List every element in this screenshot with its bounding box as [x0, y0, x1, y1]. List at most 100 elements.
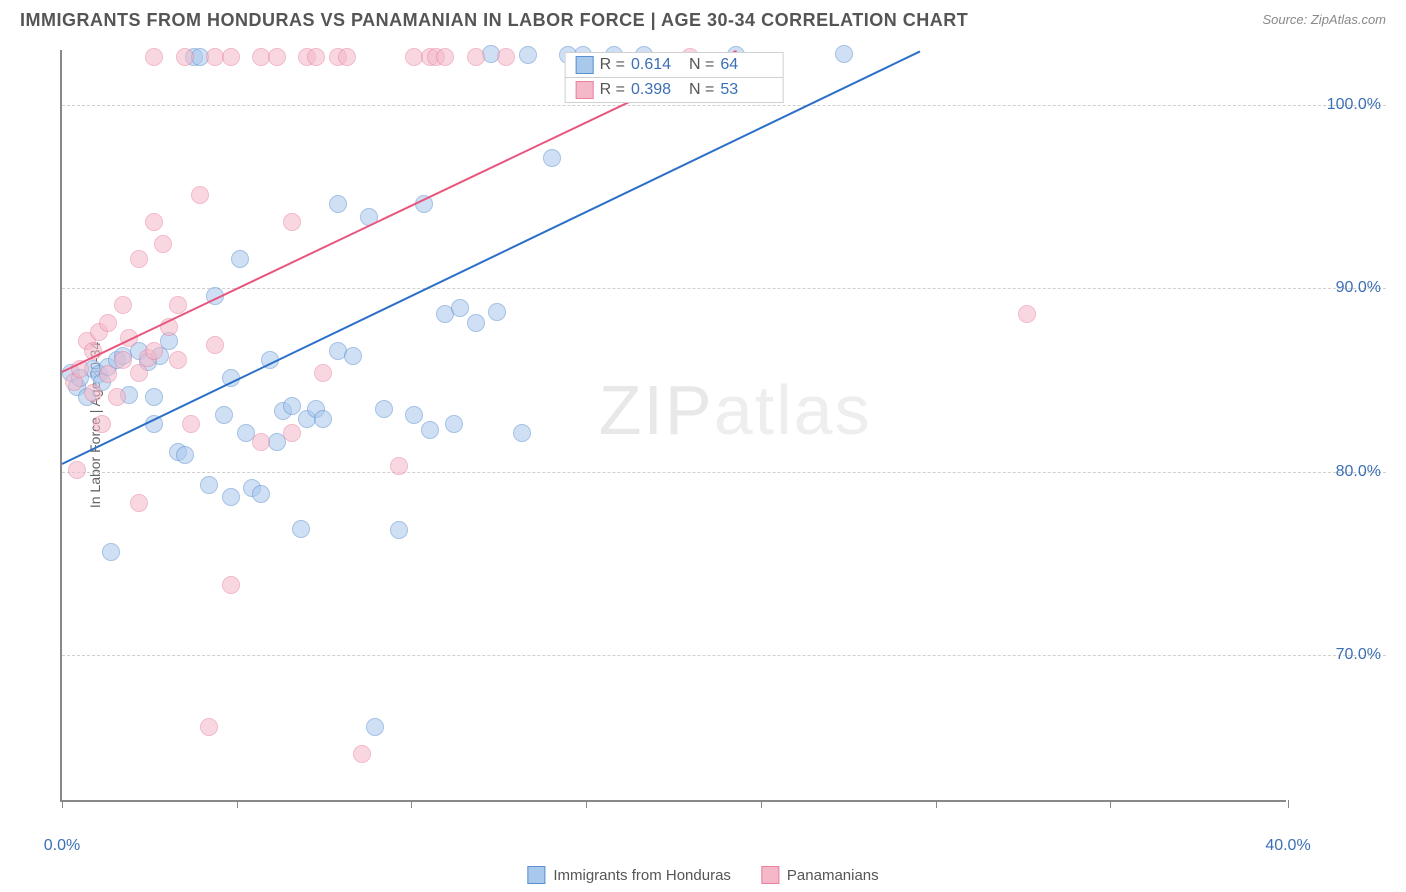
data-point: [145, 213, 163, 231]
y-tick-label: 70.0%: [1291, 646, 1381, 664]
data-point: [93, 415, 111, 433]
legend-r-value: 0.614: [631, 56, 683, 74]
x-tick: [586, 800, 587, 808]
legend-n-label: N =: [689, 56, 714, 74]
data-point: [314, 410, 332, 428]
legend-r-value: 0.398: [631, 81, 683, 99]
legend-n-label: N =: [689, 81, 714, 99]
scatter-plot: In Labor Force | Age 30-34 ZIPatlas R =0…: [60, 50, 1286, 802]
data-point: [84, 384, 102, 402]
x-tick: [62, 800, 63, 808]
legend-r-label: R =: [600, 81, 625, 99]
legend-n-value: 64: [720, 56, 772, 74]
data-point: [513, 424, 531, 442]
legend-n-value: 53: [720, 81, 772, 99]
y-tick-label: 100.0%: [1291, 96, 1381, 114]
data-point: [338, 48, 356, 66]
data-point: [114, 296, 132, 314]
data-point: [145, 48, 163, 66]
data-point: [145, 342, 163, 360]
data-point: [252, 433, 270, 451]
legend-item: Panamanians: [761, 866, 879, 884]
data-point: [421, 421, 439, 439]
data-point: [292, 520, 310, 538]
data-point: [366, 718, 384, 736]
data-point: [200, 476, 218, 494]
gridline: [62, 288, 1386, 289]
data-point: [130, 250, 148, 268]
data-point: [344, 347, 362, 365]
data-point: [314, 364, 332, 382]
data-point: [268, 48, 286, 66]
watermark: ZIPatlas: [599, 370, 872, 450]
data-point: [307, 48, 325, 66]
data-point: [145, 388, 163, 406]
data-point: [467, 48, 485, 66]
data-point: [130, 494, 148, 512]
data-point: [169, 351, 187, 369]
data-point: [176, 48, 194, 66]
gridline: [62, 472, 1386, 473]
data-point: [445, 415, 463, 433]
legend-label: Immigrants from Honduras: [553, 867, 731, 884]
data-point: [283, 213, 301, 231]
data-point: [451, 299, 469, 317]
x-tick: [411, 800, 412, 808]
y-tick-label: 90.0%: [1291, 279, 1381, 297]
legend-label: Panamanians: [787, 867, 879, 884]
data-point: [99, 314, 117, 332]
legend-swatch: [576, 81, 594, 99]
data-point: [154, 235, 172, 253]
data-point: [68, 461, 86, 479]
data-point: [835, 45, 853, 63]
legend-swatch: [576, 56, 594, 74]
data-point: [99, 365, 117, 383]
data-point: [215, 406, 233, 424]
x-tick: [1288, 800, 1289, 808]
x-tick: [761, 800, 762, 808]
data-point: [283, 424, 301, 442]
chart-header: IMMIGRANTS FROM HONDURAS VS PANAMANIAN I…: [20, 10, 1386, 40]
data-point: [329, 195, 347, 213]
watermark-thin: atlas: [714, 371, 872, 449]
legend-item: Immigrants from Honduras: [527, 866, 731, 884]
data-point: [252, 485, 270, 503]
data-point: [488, 303, 506, 321]
x-tick: [1110, 800, 1111, 808]
data-point: [1018, 305, 1036, 323]
data-point: [543, 149, 561, 167]
data-point: [222, 576, 240, 594]
data-point: [231, 250, 249, 268]
data-point: [353, 745, 371, 763]
data-point: [497, 48, 515, 66]
data-point: [375, 400, 393, 418]
watermark-bold: ZIP: [599, 371, 714, 449]
data-point: [102, 543, 120, 561]
data-point: [519, 46, 537, 64]
data-point: [405, 406, 423, 424]
gridline: [62, 655, 1386, 656]
correlation-legend: R = 0.614 N = 64 R = 0.398 N = 53: [565, 52, 784, 103]
data-point: [200, 718, 218, 736]
legend-swatch: [527, 866, 545, 884]
series-legend: Immigrants from Honduras Panamanians: [527, 866, 878, 884]
legend-swatch: [761, 866, 779, 884]
data-point: [191, 186, 209, 204]
y-tick-label: 80.0%: [1291, 463, 1381, 481]
data-point: [182, 415, 200, 433]
data-point: [114, 351, 132, 369]
data-point: [222, 488, 240, 506]
data-point: [176, 446, 194, 464]
data-point: [436, 48, 454, 66]
legend-row: R = 0.398 N = 53: [565, 78, 784, 103]
chart-area: In Labor Force | Age 30-34 ZIPatlas R =0…: [60, 50, 1386, 832]
data-point: [283, 397, 301, 415]
data-point: [390, 457, 408, 475]
legend-row: R = 0.614 N = 64: [565, 52, 784, 78]
chart-title: IMMIGRANTS FROM HONDURAS VS PANAMANIAN I…: [20, 10, 968, 30]
data-point: [206, 336, 224, 354]
legend-r-label: R =: [600, 56, 625, 74]
x-tick-label: 0.0%: [44, 837, 80, 855]
data-point: [390, 521, 408, 539]
x-tick: [237, 800, 238, 808]
